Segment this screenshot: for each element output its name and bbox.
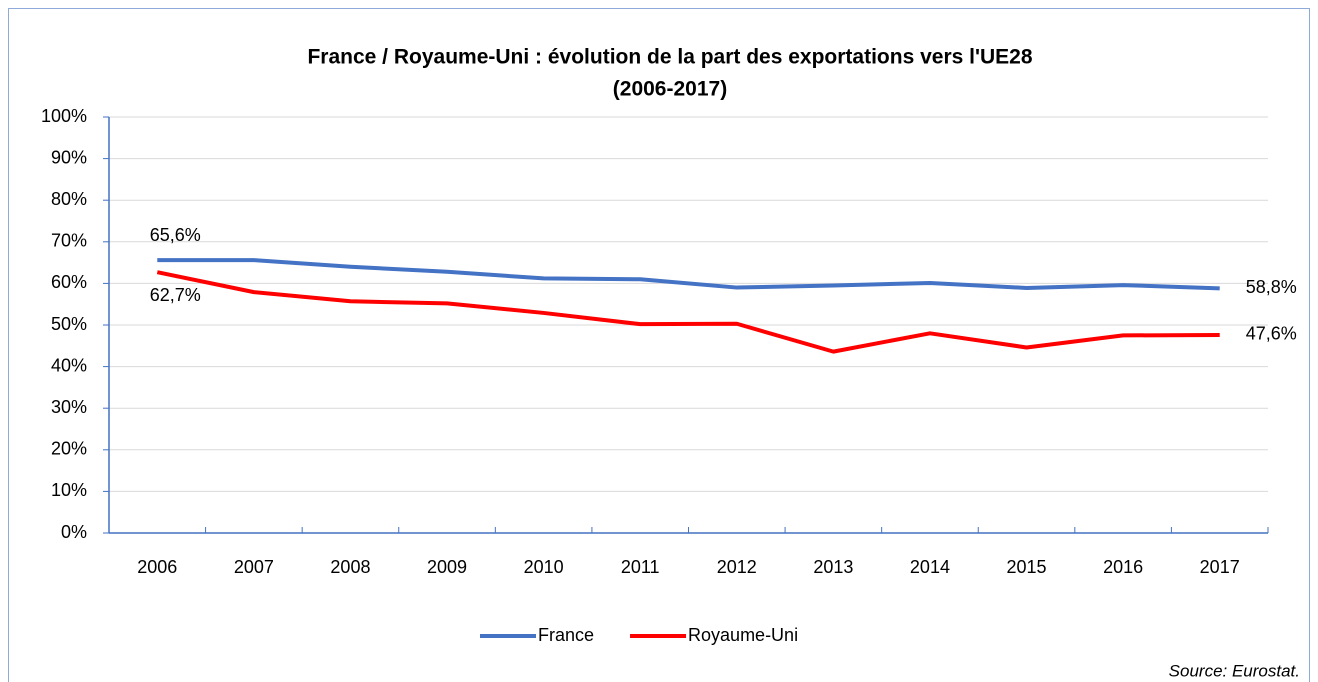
y-tick-label: 40%: [51, 355, 87, 375]
data-label: 47,6%: [1246, 324, 1297, 344]
x-tick-label: 2014: [910, 557, 950, 577]
x-tick-label: 2010: [524, 557, 564, 577]
data-label: 58,8%: [1246, 277, 1297, 297]
legend-label: France: [538, 625, 594, 645]
chart-title: France / Royaume-Uni : évolution de la p…: [307, 46, 1032, 69]
x-tick-label: 2017: [1200, 557, 1240, 577]
y-tick-label: 20%: [51, 439, 87, 459]
y-tick-label: 100%: [41, 106, 87, 126]
series-line: [156, 270, 1220, 354]
x-tick-label: 2011: [621, 557, 660, 577]
y-tick-label: 10%: [51, 480, 87, 500]
data-label: 62,7%: [150, 285, 201, 305]
y-tick-label: 0%: [61, 522, 87, 542]
chart-subtitle: (2006-2017): [613, 78, 727, 101]
series-line: [157, 258, 1220, 291]
legend-label: Royaume-Uni: [688, 625, 798, 645]
x-tick-label: 2013: [813, 557, 853, 577]
x-tick-label: 2015: [1007, 557, 1047, 577]
y-tick-label: 50%: [51, 314, 87, 334]
x-tick-label: 2006: [137, 557, 177, 577]
x-tick-label: 2008: [330, 557, 370, 577]
y-tick-label: 90%: [51, 147, 87, 167]
y-tick-label: 60%: [51, 272, 87, 292]
y-tick-label: 80%: [51, 189, 87, 209]
x-tick-label: 2016: [1103, 557, 1143, 577]
data-label: 65,6%: [150, 225, 201, 245]
chart-border: [8, 8, 1310, 682]
y-tick-label: 30%: [51, 397, 87, 417]
x-tick-label: 2009: [427, 557, 467, 577]
y-tick-label: 70%: [51, 231, 87, 251]
source-note: Source: Eurostat.: [1169, 661, 1300, 680]
x-tick-label: 2007: [234, 557, 274, 577]
x-tick-label: 2012: [717, 557, 757, 577]
